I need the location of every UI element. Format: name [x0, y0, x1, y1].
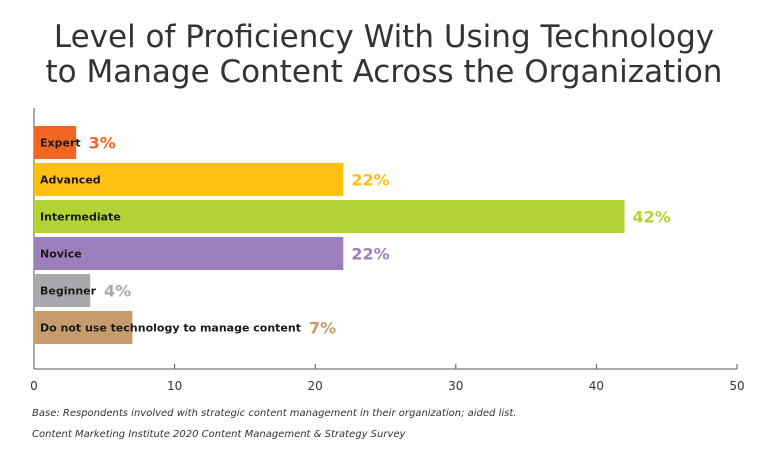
x-tick-label: 10 [167, 379, 182, 393]
footnote-source: Content Marketing Institute 2020 Content… [32, 429, 406, 440]
bar-value-label: 22% [351, 245, 389, 264]
bar-value-label: 4% [104, 282, 131, 301]
bar-category-label: Beginner [40, 285, 97, 298]
bar [34, 200, 625, 233]
chart-title-line-2: to Manage Content Across the Organizatio… [45, 54, 723, 90]
bar [34, 274, 91, 307]
bar-value-label: 22% [351, 171, 389, 190]
bar-value-label: 3% [89, 134, 116, 153]
bar [34, 237, 344, 270]
bar-category-label: Novice [40, 248, 82, 261]
bar [34, 126, 77, 159]
x-tick-label: 20 [308, 379, 323, 393]
chart-title: Level of Proficiency With Using Technolo… [0, 20, 768, 90]
bar-value-label: 7% [309, 319, 336, 338]
bar-category-label: Do not use technology to manage content [40, 322, 301, 335]
x-tick-label: 0 [30, 379, 38, 393]
bar-category-label: Intermediate [40, 211, 121, 224]
x-tick-label: 40 [589, 379, 604, 393]
bar [34, 163, 344, 196]
footnote-base: Base: Respondents involved with strategi… [32, 408, 517, 419]
bar-category-label: Expert [40, 137, 81, 150]
bar-value-label: 42% [633, 208, 671, 227]
bar-category-label: Advanced [40, 174, 101, 187]
x-tick-label: 30 [448, 379, 463, 393]
x-tick-label: 50 [729, 379, 744, 393]
chart-title-line-1: Level of Proficiency With Using Technolo… [53, 19, 715, 55]
bar [34, 311, 133, 344]
